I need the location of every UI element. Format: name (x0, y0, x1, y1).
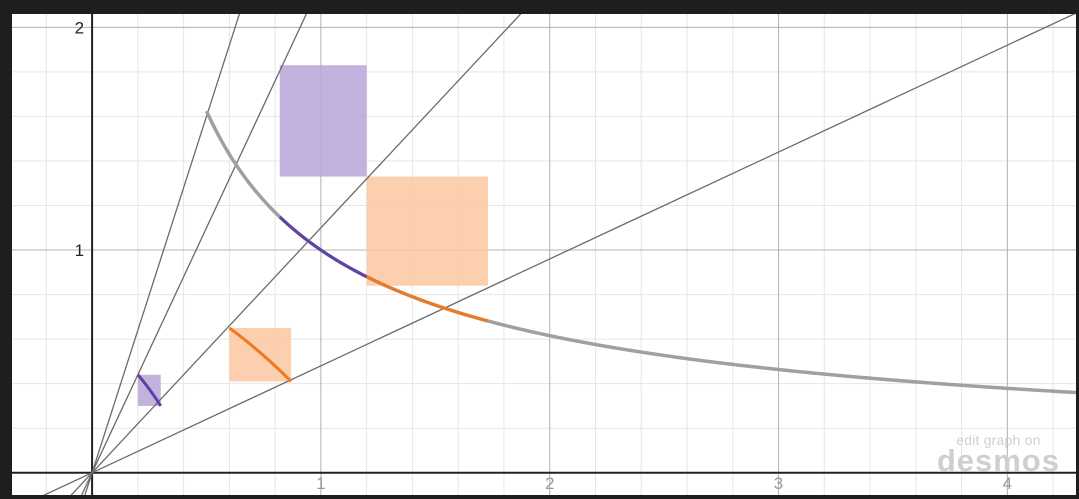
graph-paper[interactable]: 1 2 3 4 1 2 edit graph on desmos (12, 14, 1076, 495)
highlight-arc-3 (136, 373, 162, 407)
x-tick-label: 2 (545, 474, 554, 493)
shaded-region-2 (366, 176, 488, 286)
x-tick-label: 4 (1003, 474, 1012, 493)
shaded-region-1 (279, 65, 367, 177)
ray-line-3 (70, 14, 522, 495)
highlight-arc-1 (278, 215, 368, 279)
x-tick-label: 1 (316, 474, 325, 493)
desmos-logo: desmos (936, 443, 1060, 478)
watermark-edit-text: edit graph on (956, 432, 1041, 448)
ray-line-2 (80, 14, 308, 495)
y-tick-label: 1 (75, 241, 84, 260)
ray-line-4 (42, 14, 1076, 495)
ray-line-1 (84, 14, 241, 495)
highlight-arc-2 (366, 275, 489, 323)
highlight-arc-4 (228, 326, 293, 383)
graph-plot[interactable]: 1 2 3 4 1 2 (12, 14, 1076, 495)
desmos-watermark-link[interactable]: edit graph on desmos (936, 432, 1060, 478)
y-tick-label: 2 (75, 18, 84, 37)
x-tick-label: 3 (774, 474, 783, 493)
